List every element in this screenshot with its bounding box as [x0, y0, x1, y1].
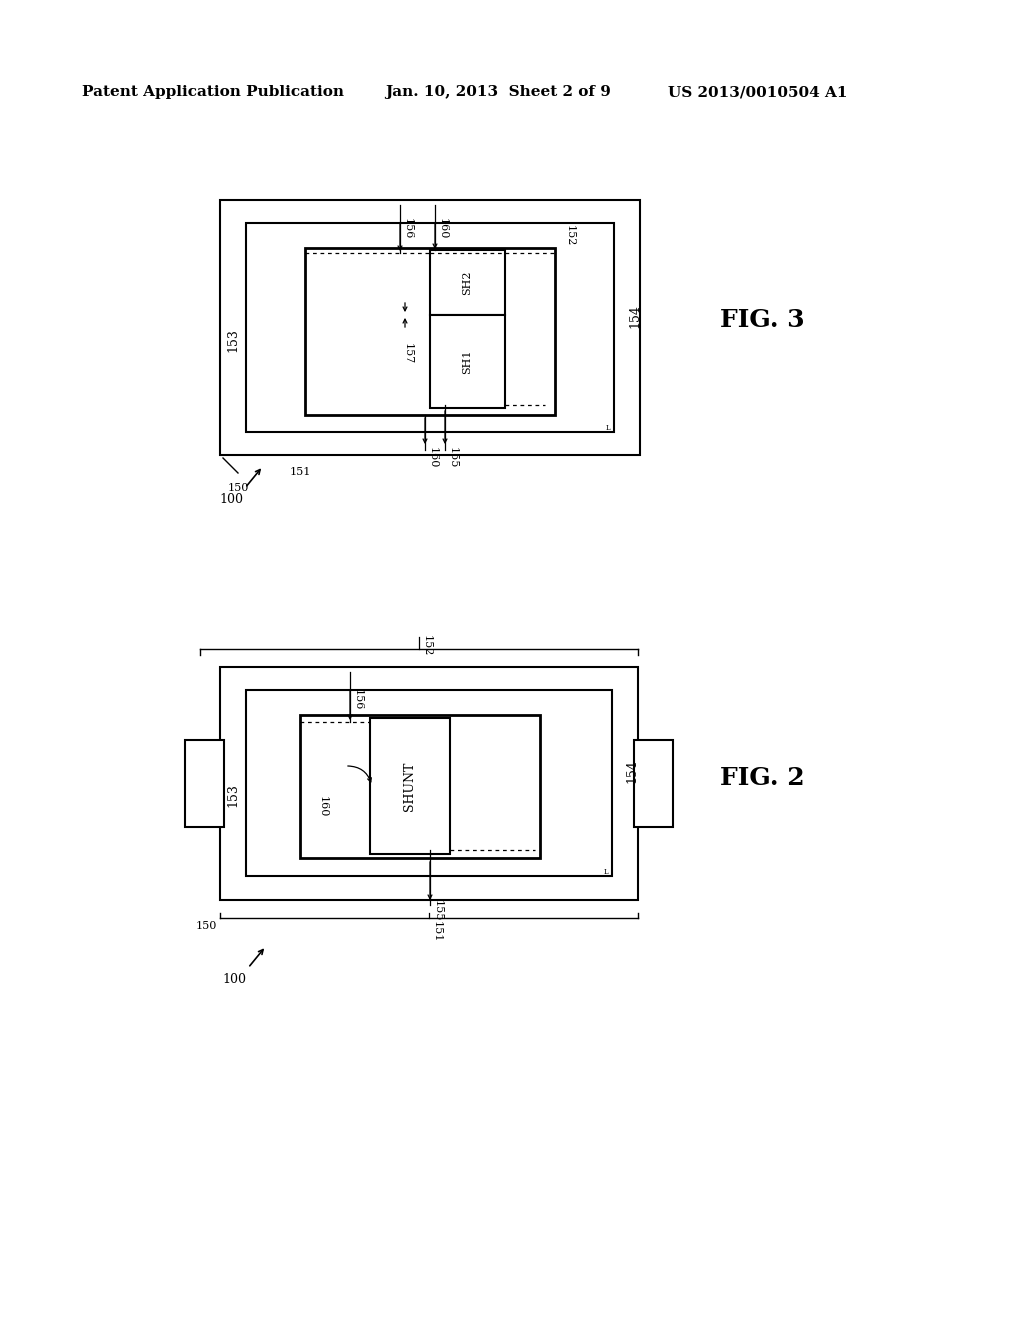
- Bar: [430, 315, 505, 408]
- Bar: [238, 216, 623, 440]
- Text: 150: 150: [196, 921, 217, 931]
- Text: L: L: [605, 424, 610, 432]
- Text: 150: 150: [228, 483, 250, 492]
- Bar: [220, 201, 640, 455]
- Text: 160: 160: [318, 796, 328, 817]
- Text: Patent Application Publication: Patent Application Publication: [82, 84, 344, 99]
- Bar: [634, 741, 673, 828]
- Text: 154: 154: [629, 304, 641, 327]
- Text: 152: 152: [422, 635, 432, 656]
- Text: 154: 154: [626, 759, 639, 783]
- Bar: [246, 223, 614, 432]
- Text: 155: 155: [433, 900, 443, 921]
- Text: L: L: [604, 869, 608, 876]
- Bar: [300, 715, 540, 858]
- Bar: [238, 682, 620, 884]
- Bar: [430, 249, 505, 315]
- Text: US 2013/0010504 A1: US 2013/0010504 A1: [668, 84, 848, 99]
- Text: 153: 153: [226, 327, 240, 352]
- Text: 151: 151: [432, 921, 442, 942]
- Text: Jan. 10, 2013  Sheet 2 of 9: Jan. 10, 2013 Sheet 2 of 9: [385, 84, 611, 99]
- Text: SHUNT: SHUNT: [403, 762, 417, 810]
- Text: 100: 100: [222, 973, 246, 986]
- Text: 157: 157: [403, 343, 413, 364]
- Text: 152: 152: [565, 224, 575, 247]
- Text: 100: 100: [219, 492, 243, 506]
- Text: 160: 160: [438, 218, 449, 239]
- Bar: [246, 690, 612, 876]
- Text: 153: 153: [226, 783, 240, 807]
- Text: 155: 155: [449, 447, 458, 469]
- Bar: [220, 667, 638, 900]
- Text: FIG. 3: FIG. 3: [720, 308, 805, 333]
- Text: 156: 156: [353, 689, 362, 710]
- Bar: [185, 741, 224, 828]
- Text: 160: 160: [428, 447, 438, 469]
- Text: SH2: SH2: [463, 271, 472, 294]
- Text: FIG. 2: FIG. 2: [720, 766, 805, 789]
- Text: SH1: SH1: [463, 350, 472, 374]
- Text: 156: 156: [403, 218, 413, 239]
- Bar: [370, 718, 450, 854]
- Bar: [305, 248, 555, 414]
- Text: 151: 151: [290, 467, 311, 477]
